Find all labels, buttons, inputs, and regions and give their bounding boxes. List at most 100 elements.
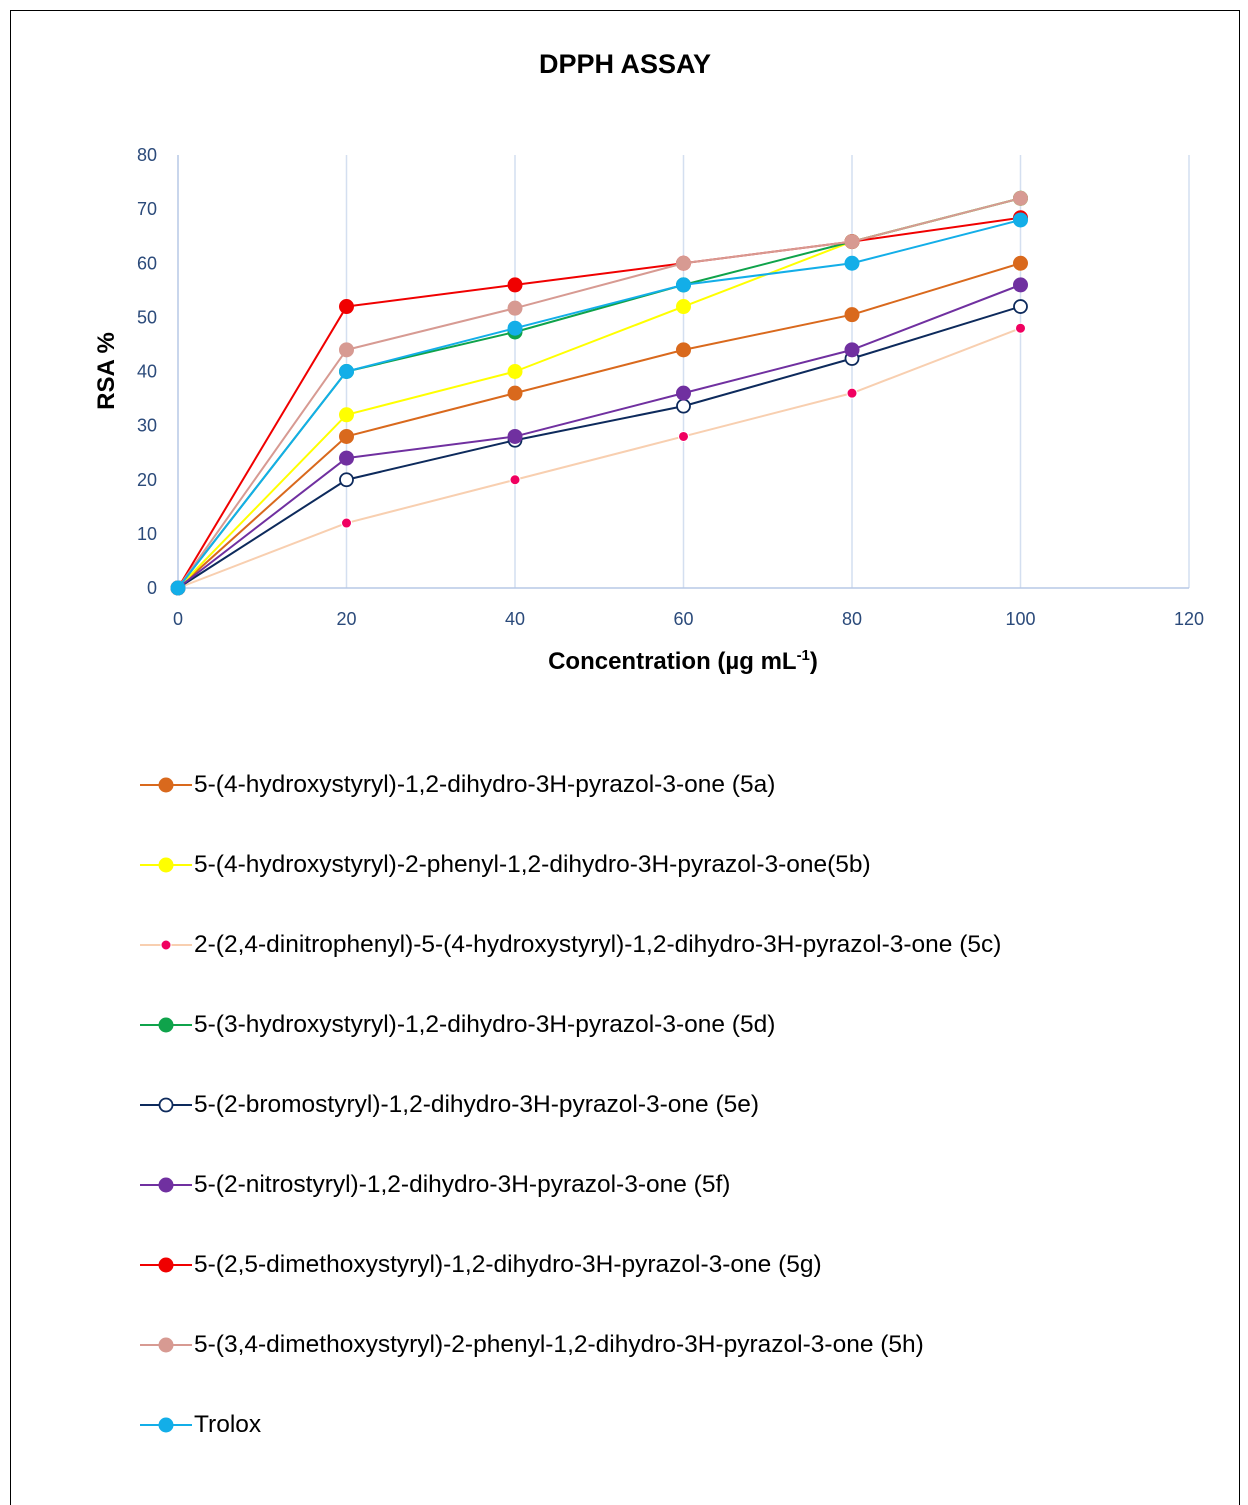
legend-label: 5-(4-hydroxystyryl)-1,2-dihydro-3H-pyraz…: [194, 771, 776, 798]
y-axis-title: RSA %: [93, 332, 120, 410]
series-line-4: [177, 197, 1021, 589]
legend-swatch: [140, 1337, 192, 1353]
series-8: [170, 190, 1028, 596]
y-tick-label-40: 40: [137, 362, 157, 382]
data-point-1-5: [1013, 255, 1028, 271]
series-line-5: [177, 305, 1021, 589]
legend-item: 5-(4-hydroxystyryl)-2-phenyl-1,2-dihydro…: [138, 825, 1218, 905]
y-tick-label-70: 70: [137, 199, 157, 219]
legend-label: 5-(2,5-dimethoxystyryl)-1,2-dihydro-3H-p…: [194, 1251, 822, 1278]
legend-swatch: [140, 1017, 192, 1033]
x-tick-label-40: 40: [505, 609, 525, 629]
legend-swatch: [140, 1257, 192, 1273]
data-point-8-5: [1013, 190, 1028, 206]
legend-swatch-marker: [158, 1017, 174, 1033]
data-point-2-1: [339, 407, 354, 423]
legend-item: 5-(2-nitrostyryl)-1,2-dihydro-3H-pyrazol…: [138, 1145, 1218, 1225]
legend-label: 5-(3,4-dimethoxystyryl)-2-phenyl-1,2-dih…: [194, 1331, 924, 1358]
data-point-6-3: [676, 385, 691, 401]
y-tick-label-10: 10: [137, 524, 157, 544]
series-line-6: [177, 283, 1021, 589]
data-point-3-4: [846, 387, 858, 399]
legend-swatch-marker: [158, 1337, 174, 1353]
legend-label: 2-(2,4-dinitrophenyl)-5-(4-hydroxystyryl…: [194, 931, 1002, 958]
y-tick-label-80: 80: [137, 145, 157, 165]
data-point-9-1: [339, 364, 354, 379]
data-point-3-1: [341, 517, 352, 529]
x-axis-title-sup: -1: [797, 647, 810, 664]
series-6: [170, 277, 1028, 596]
x-axis-title: Concentration (µg mL-1): [548, 647, 818, 675]
data-point-1-3: [676, 342, 691, 358]
legend-swatch-marker: [158, 1257, 174, 1273]
data-point-6-5: [1013, 277, 1028, 293]
x-axis-title-suffix: ): [810, 648, 818, 675]
data-point-9-3: [676, 277, 691, 293]
x-tick-label-120: 120: [1174, 609, 1204, 629]
legend-label: Trolox: [194, 1411, 262, 1438]
series-lines: [170, 190, 1028, 596]
x-axis-title-main: Concentration (µg mL: [548, 648, 796, 675]
y-tick-label-0: 0: [147, 578, 157, 598]
legend: 5-(4-hydroxystyryl)-1,2-dihydro-3H-pyraz…: [138, 745, 1218, 1465]
data-point-7-1: [339, 299, 354, 315]
legend-swatch-marker: [158, 1417, 174, 1433]
data-point-9-4: [844, 255, 860, 271]
chart-title: DPPH ASSAY: [539, 49, 711, 79]
data-point-8-1: [339, 342, 354, 358]
series-line-7: [177, 216, 1021, 589]
legend-swatch: [140, 1097, 192, 1113]
data-point-1-1: [339, 428, 354, 444]
series-9: [170, 212, 1028, 596]
data-point-3-3: [678, 430, 689, 442]
x-tick-label-80: 80: [842, 609, 862, 629]
data-point-8-3: [676, 255, 691, 271]
series-line-8: [177, 197, 1021, 589]
series-3: [172, 322, 1026, 594]
legend-item: 5-(3-hydroxystyryl)-1,2-dihydro-3H-pyraz…: [138, 985, 1218, 1065]
data-point-1-4: [844, 307, 860, 323]
data-point-9-2: [507, 320, 523, 336]
legend-swatch-marker: [158, 857, 174, 873]
data-point-5-3: [676, 398, 691, 414]
x-tick-label-60: 60: [673, 609, 693, 629]
data-point-2-2: [507, 364, 523, 379]
legend-label: 5-(2-bromostyryl)-1,2-dihydro-3H-pyrazol…: [194, 1091, 760, 1118]
data-point-7-2: [507, 277, 523, 293]
data-point-1-2: [507, 385, 523, 401]
series-7: [170, 210, 1028, 596]
series-line-2: [177, 197, 1021, 589]
y-tick-label-30: 30: [137, 416, 157, 436]
legend-swatch: [140, 939, 192, 951]
data-point-8-2: [507, 300, 523, 316]
legend-swatch: [140, 1177, 192, 1193]
data-point-5-1: [339, 472, 354, 488]
series-line-1: [177, 262, 1021, 589]
legend-item: Trolox: [138, 1385, 1218, 1465]
x-tick-label-100: 100: [1005, 609, 1035, 629]
legend-swatch: [140, 777, 192, 793]
data-point-6-1: [339, 450, 354, 466]
x-tick-label-20: 20: [336, 609, 356, 629]
data-point-5-5: [1013, 299, 1028, 314]
y-tick-label-60: 60: [137, 253, 157, 273]
legend-item: 5-(2-bromostyryl)-1,2-dihydro-3H-pyrazol…: [138, 1065, 1218, 1145]
figure-frame: [10, 10, 1240, 1505]
y-tick-label-50: 50: [137, 307, 157, 327]
legend-item: 2-(2,4-dinitrophenyl)-5-(4-hydroxystyryl…: [138, 905, 1218, 985]
legend-swatch: [140, 857, 192, 873]
series-line-3: [177, 327, 1021, 589]
data-point-6-4: [844, 342, 860, 358]
series-line-9: [177, 218, 1021, 589]
data-point-3-2: [509, 474, 521, 486]
chart: DPPH ASSAY 0 20 40 60 80 100 120 0 10 20 30 40 50 60 7…: [93, 49, 1204, 675]
legend-swatch-marker: [160, 939, 172, 951]
legend-label: 5-(3-hydroxystyryl)-1,2-dihydro-3H-pyraz…: [194, 1011, 776, 1038]
legend-item: 5-(3,4-dimethoxystyryl)-2-phenyl-1,2-dih…: [138, 1305, 1218, 1385]
x-tick-label-0: 0: [173, 609, 183, 629]
data-point-2-3: [676, 299, 691, 315]
series-5: [170, 299, 1028, 596]
data-point-6-2: [507, 428, 523, 444]
data-point-9-0: [170, 580, 186, 596]
legend-swatch-marker: [158, 1177, 174, 1193]
